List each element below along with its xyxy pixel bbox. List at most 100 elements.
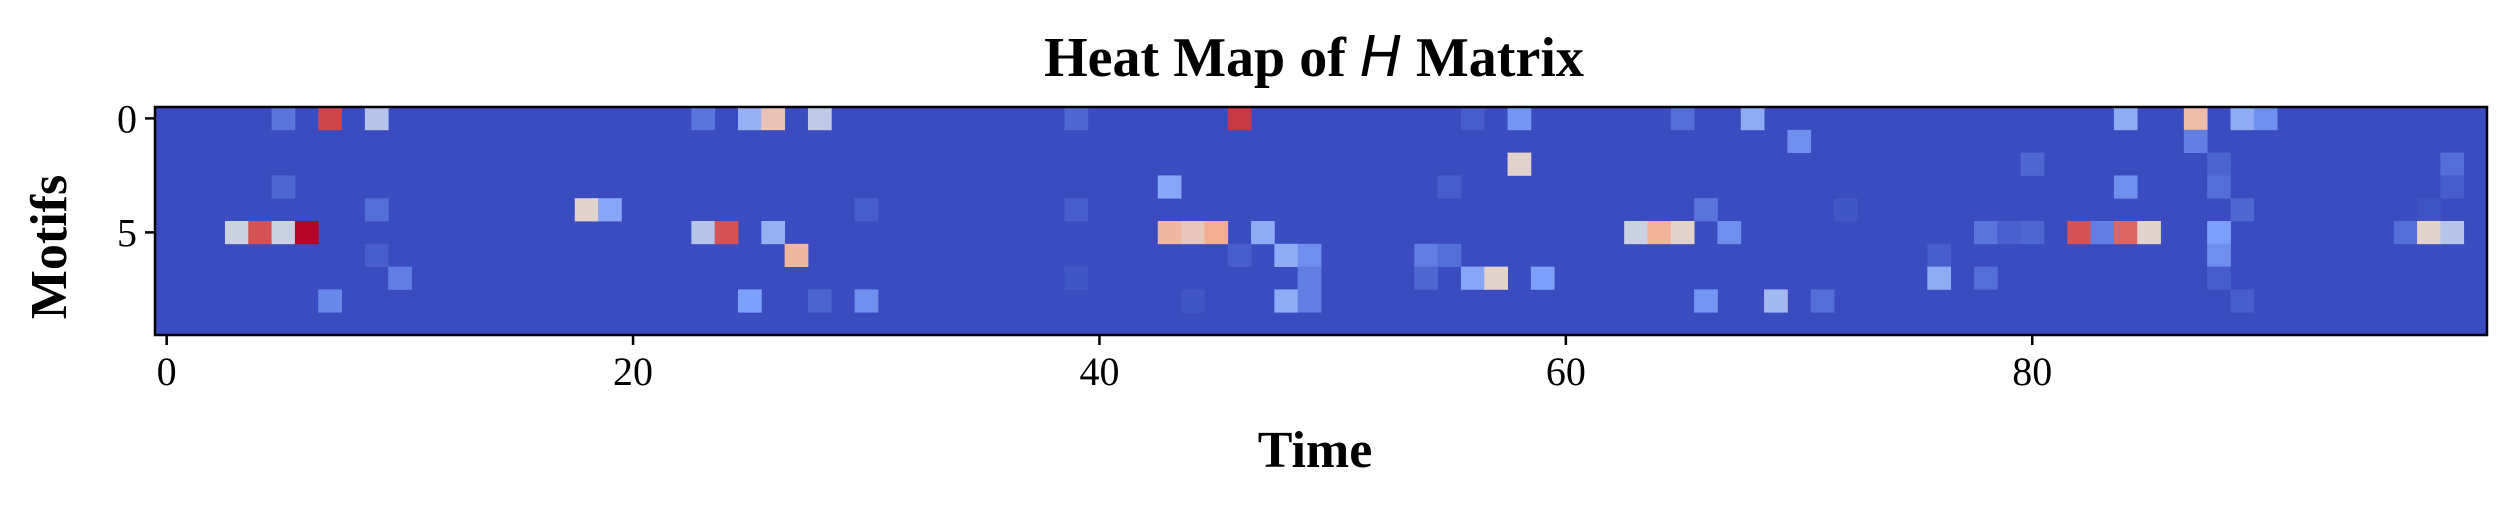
x-tick-label: 20 [613,349,653,394]
y-axis-label: Motifs [21,175,78,319]
heatmap-cell [1507,152,1532,176]
heatmap-cell [2230,198,2255,222]
heatmap-cell [1297,266,1322,290]
heatmap-cell [318,289,342,313]
heatmap-cell [364,243,389,267]
heatmap-cell [1297,243,1322,267]
heatmap-cell [248,221,272,245]
heatmap-cell [1787,129,1812,153]
heatmap-cell [1414,243,1438,267]
heatmap-cell [1624,221,1648,245]
heatmap-cell [294,221,319,245]
heatmap-cell [1437,175,1462,199]
heatmap-cell [2440,175,2465,199]
heatmap-cell [388,266,412,290]
y-tick-label: 5 [117,210,137,255]
heatmap-cell [1460,266,1485,290]
heatmap-cell [2253,107,2278,131]
heatmap-cell [761,107,786,131]
heatmap-cell [2020,221,2045,245]
heatmap-cell [1740,107,1765,131]
chart-title-suffix: Matrix [1402,27,1584,89]
heatmap-cell [2207,243,2231,267]
heatmap-cell [1484,266,1508,290]
heatmap-cell [364,107,389,131]
heatmap-cell [2230,107,2255,131]
heatmap-cell [1927,243,1952,267]
heatmap-cell [1157,175,1182,199]
heatmap-cell [2137,221,2161,245]
heatmap-cell [807,289,832,313]
heatmap-cell [1810,289,1835,313]
x-tick-label: 0 [157,349,177,394]
heatmap-cell [1973,266,1998,290]
heatmap-cell [854,289,879,313]
heatmap-cell [271,175,296,199]
heatmap-cell [1437,243,1462,267]
heatmap-cell [691,221,716,245]
heatmap-cell [271,107,296,131]
heatmap-cell [2113,175,2138,199]
heatmap-cell [2183,129,2208,153]
heatmap-cell [738,107,762,131]
chart-title-variable: H [1360,25,1402,90]
heatmap-cell [318,107,342,131]
heatmap-cell [1274,289,1299,313]
heatmap-cell [224,221,249,245]
heatmap-cell [784,243,809,267]
heatmap-cell [1834,198,1858,222]
heatmap-cell [1927,266,1952,290]
heatmap-cell [1064,107,1089,131]
y-tick-label: 0 [117,96,137,141]
heatmap-cell [1717,221,1742,245]
heatmap-cell [807,107,832,131]
heatmap-cell [2207,152,2231,176]
heatmap-cell [2393,221,2418,245]
heatmap-cell [2183,107,2208,131]
x-tick-label: 80 [2012,349,2052,394]
heatmap-cell [1530,266,1555,290]
y-axis: 05 [117,96,155,255]
heatmap-cell [1157,221,1182,245]
heatmap-cell [2440,152,2465,176]
heatmap-cell [761,221,786,245]
heatmap-cell [1204,221,1229,245]
heatmap-cell [854,198,879,222]
heatmap-plot-area [155,107,2487,335]
heatmap-cell [1647,221,1672,245]
heatmap-cell [714,221,739,245]
heatmap-cell [738,289,762,313]
heatmap-cell [2020,152,2045,176]
heatmap-cell [2440,221,2465,245]
heatmap-cell [2207,266,2231,290]
heatmap-cell [1997,221,2021,245]
heatmap-cell [1694,289,1718,313]
heatmap-cell [1670,221,1695,245]
heatmap-cell [1064,198,1089,222]
heatmap-cell [2207,221,2231,245]
heatmap-cell [1460,107,1485,131]
heatmap-cell [1764,289,1788,313]
heatmap-cell [1973,221,1998,245]
heatmap-cell [2417,221,2441,245]
heatmap-cell [364,198,389,222]
heatmap-cell [1297,289,1322,313]
heatmap-cell [1227,243,1252,267]
heatmap-cell [2417,198,2441,222]
heatmap-cell [1181,289,1205,313]
heatmap-cell [1274,243,1299,267]
heatmap-cell [1227,107,1252,131]
heatmap-cell [691,107,716,131]
x-axis-label: Time [1258,422,1373,479]
heatmap-cell [2113,221,2138,245]
heatmap-cell [598,198,622,222]
x-axis: 0 20 40 60 80 [157,335,2052,394]
heatmap-cell [2230,289,2255,313]
x-tick-label: 40 [1079,349,1119,394]
heatmap-cell [1251,221,1275,245]
heatmap-cell [271,221,296,245]
heatmap-cell [1414,266,1438,290]
heatmap-cell [2067,221,2091,245]
heatmap-cell [2090,221,2115,245]
